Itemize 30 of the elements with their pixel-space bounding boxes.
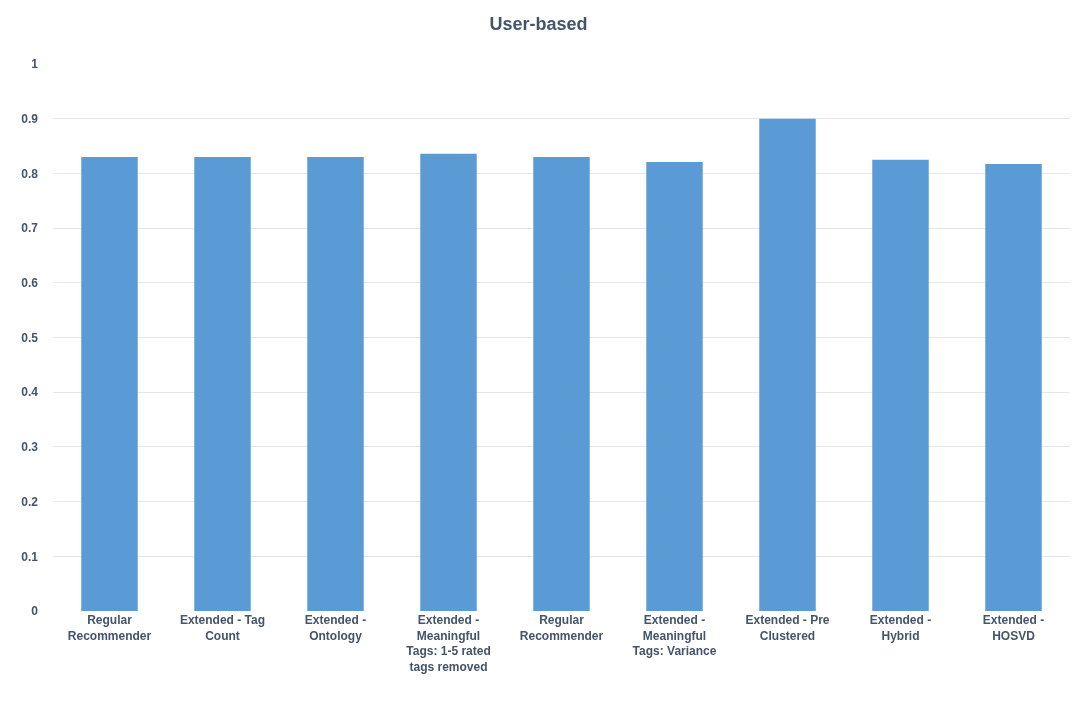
y-tick-label: 0.2 — [21, 494, 39, 509]
bar — [81, 156, 138, 611]
bar — [646, 161, 703, 611]
y-tick-label: 0.9 — [21, 111, 39, 126]
y-tick-label: 0.8 — [21, 166, 39, 181]
y-tick-label: 0.4 — [21, 385, 39, 400]
x-tick-label: Extended - Ontology — [304, 613, 367, 643]
x-tick-label: Extended - Hybrid — [869, 613, 932, 643]
bar — [533, 156, 590, 611]
bar — [985, 164, 1042, 611]
chart-title: User-based — [489, 14, 588, 35]
y-tick-label: 0.3 — [21, 440, 39, 455]
x-tick-label: Extended - Meaningful Tags: Variance — [632, 613, 717, 659]
bar — [307, 156, 364, 611]
y-tick-label: 0.6 — [21, 276, 39, 290]
x-tick-label: Extended - HOSVD — [982, 613, 1045, 643]
y-tick-label: 1 — [31, 57, 39, 72]
x-tick-label: Extended - Tag Count — [179, 613, 266, 643]
x-tick-label: Extended - Pre Clustered — [745, 613, 830, 643]
bar — [872, 159, 929, 611]
y-tick-label: 0.5 — [21, 330, 39, 345]
y-tick-label: 0.7 — [21, 221, 39, 236]
bar — [194, 156, 251, 611]
x-tick-label: Regular Recommender — [67, 613, 152, 643]
bar — [759, 118, 816, 611]
x-tick-label: Extended - Meaningful Tags: 1-5 rated tags removed — [406, 613, 491, 674]
y-tick-label: 0.1 — [21, 549, 39, 564]
y-tick-label: 0 — [31, 604, 39, 619]
bar — [420, 153, 477, 611]
x-tick-label: Regular Recommender — [519, 613, 604, 643]
